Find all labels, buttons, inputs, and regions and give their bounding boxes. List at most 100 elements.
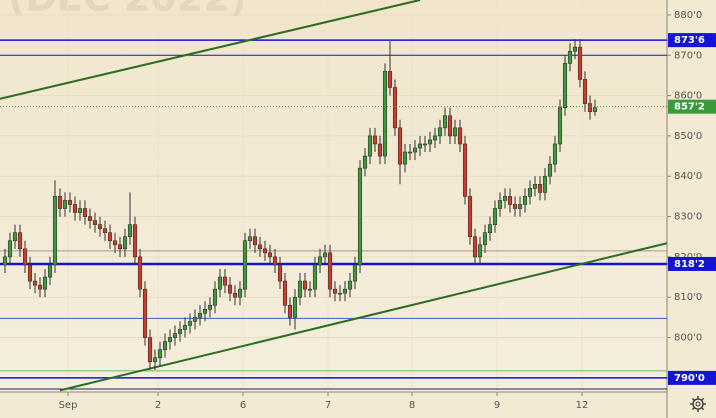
x-tick-label: 2 bbox=[155, 400, 161, 411]
candle-body bbox=[377, 143, 383, 157]
candle-body bbox=[212, 288, 218, 306]
trendline bbox=[0, 0, 421, 100]
candle-body bbox=[12, 232, 18, 242]
candle-body bbox=[247, 236, 253, 242]
candle-body bbox=[522, 196, 528, 205]
candle-body bbox=[432, 135, 438, 141]
candle-body bbox=[367, 135, 373, 157]
candle-body bbox=[272, 256, 278, 266]
candle-body bbox=[502, 196, 508, 201]
candle-body bbox=[492, 208, 498, 225]
candle-body bbox=[57, 196, 63, 209]
candle-body bbox=[127, 224, 133, 238]
candle-body bbox=[527, 188, 533, 197]
candle-body bbox=[462, 143, 468, 197]
candle-body bbox=[582, 79, 588, 104]
candle-body bbox=[337, 292, 343, 295]
candle-body bbox=[542, 175, 548, 193]
candle-body bbox=[47, 264, 53, 278]
candle-body bbox=[227, 284, 233, 294]
time-axis bbox=[0, 392, 667, 418]
candle-body bbox=[437, 127, 443, 137]
candle-body bbox=[22, 248, 28, 266]
candle-body bbox=[152, 357, 158, 363]
candle-body bbox=[577, 46, 583, 80]
level-label-box bbox=[668, 256, 716, 271]
candle-body bbox=[82, 208, 88, 217]
candle-body bbox=[442, 115, 448, 129]
candle-body bbox=[197, 313, 203, 318]
candle-body bbox=[92, 220, 98, 225]
candle-body bbox=[392, 87, 398, 129]
candle-body bbox=[182, 325, 188, 330]
candle-body bbox=[162, 341, 168, 350]
candle-body bbox=[292, 296, 298, 318]
y-tick-label: 800'0 bbox=[674, 333, 702, 344]
x-tick-label: Sep bbox=[59, 400, 78, 411]
y-tick-label: 810'0 bbox=[674, 292, 702, 303]
candle-body bbox=[447, 115, 453, 137]
candle-body bbox=[387, 71, 393, 88]
price-axis bbox=[667, 0, 716, 418]
candle-body bbox=[27, 264, 33, 282]
plot-area bbox=[0, 0, 667, 392]
candle-body bbox=[67, 200, 73, 205]
settings-button[interactable] bbox=[690, 396, 706, 412]
y-tick-label: 870'0 bbox=[674, 50, 702, 61]
y-tick-label: 850'0 bbox=[674, 131, 702, 142]
candle-body bbox=[177, 329, 183, 334]
plot-clip: (DEC 2022) bbox=[0, 0, 667, 392]
candle-body bbox=[42, 276, 48, 290]
candle-body bbox=[467, 196, 473, 238]
candle-body bbox=[147, 337, 153, 363]
candle-body bbox=[37, 284, 43, 290]
x-tick-label: 8 bbox=[409, 400, 415, 411]
candle-body bbox=[132, 224, 138, 258]
x-tick-label: 6 bbox=[240, 400, 246, 411]
last-price-label: 857'2 bbox=[674, 102, 705, 113]
candle-body bbox=[477, 244, 483, 258]
candle-body bbox=[562, 63, 568, 108]
candle-body bbox=[62, 200, 68, 209]
candle-body bbox=[52, 196, 58, 266]
candle-body bbox=[372, 135, 378, 145]
candle-body bbox=[472, 236, 478, 258]
candle-body bbox=[257, 244, 263, 250]
y-tick-label: 840'0 bbox=[674, 171, 702, 182]
candle-body bbox=[357, 167, 363, 266]
candle-body bbox=[207, 304, 213, 310]
watermark: (DEC 2022) bbox=[8, 0, 247, 20]
y-tick-label: 830'0 bbox=[674, 212, 702, 223]
level-label: 873'6 bbox=[674, 35, 705, 46]
candle-body bbox=[287, 304, 293, 318]
candle-body bbox=[587, 103, 593, 113]
y-tick-label: 880'0 bbox=[674, 10, 702, 21]
candle-body bbox=[317, 256, 323, 266]
candle-body bbox=[507, 196, 513, 205]
candle-body bbox=[567, 50, 573, 64]
candle-body bbox=[452, 127, 458, 137]
candle-body bbox=[397, 127, 403, 165]
candle-body bbox=[362, 155, 368, 169]
candle-body bbox=[537, 184, 543, 193]
candle-body bbox=[117, 244, 123, 250]
candle-body bbox=[267, 252, 273, 258]
x-tick-label: 9 bbox=[494, 400, 500, 411]
axis-layer: 790'0800'0810'0820'0830'0840'0850'0860'0… bbox=[59, 10, 716, 411]
candle-body bbox=[352, 264, 358, 282]
candle-body bbox=[187, 321, 193, 326]
candle-body bbox=[532, 184, 538, 189]
candle-body bbox=[107, 232, 113, 242]
candle-body bbox=[277, 264, 283, 282]
candle-body bbox=[417, 143, 423, 149]
candle-body bbox=[482, 232, 488, 246]
last-price-box bbox=[668, 99, 716, 114]
candle-body bbox=[262, 248, 268, 254]
x-tick-label: 7 bbox=[325, 400, 331, 411]
candle-body bbox=[547, 163, 553, 177]
candle-body bbox=[457, 127, 463, 145]
x-tick-label: 12 bbox=[576, 400, 589, 411]
candle-body bbox=[232, 292, 238, 298]
candle-body bbox=[172, 333, 178, 338]
